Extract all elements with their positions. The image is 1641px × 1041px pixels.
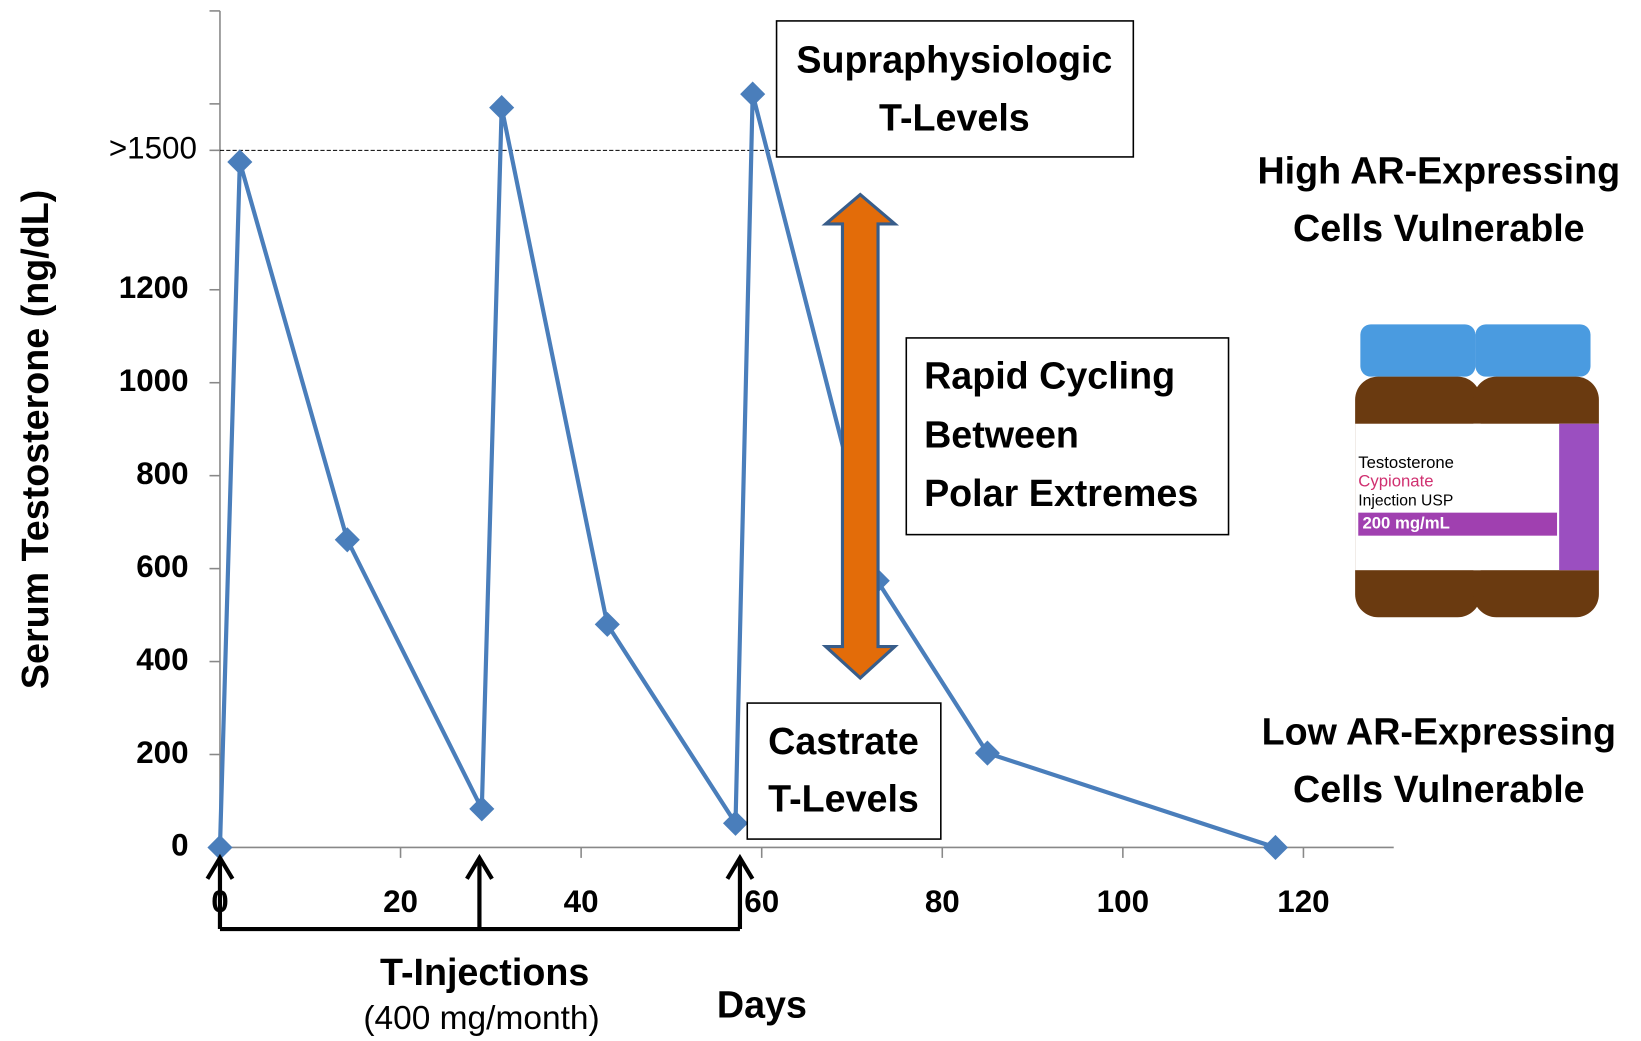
y-axis-label: Serum Testosterone (ng/dL) <box>14 190 56 689</box>
data-point <box>594 611 620 637</box>
data-point <box>1262 834 1289 861</box>
data-point <box>227 149 253 175</box>
data-point <box>489 95 515 121</box>
annotation: Between <box>924 413 1079 455</box>
vial-text: 200 mg/mL <box>1362 514 1449 533</box>
y-tick-label: 800 <box>136 456 188 491</box>
annotation-box <box>775 20 1135 158</box>
annotation: Rapid Cycling <box>924 355 1175 397</box>
injection-bracket <box>205 853 755 932</box>
vial-text: Cypionate <box>1358 472 1433 491</box>
x-tick-label: 120 <box>1277 884 1329 919</box>
annotation: T-Levels <box>768 777 919 819</box>
x-axis-label: Days <box>717 983 807 1025</box>
y-tick-label: 200 <box>136 735 188 770</box>
annotation: Polar Extremes <box>924 472 1198 514</box>
annotation: Supraphysiologic <box>796 39 1112 81</box>
x-tick-label: 20 <box>383 884 418 919</box>
data-point <box>469 796 495 822</box>
y-tick-label: 0 <box>171 828 188 863</box>
data-point <box>740 81 766 107</box>
y-tick-label: 600 <box>136 549 188 584</box>
y-tick-label: 400 <box>136 642 188 677</box>
annotation: (400 mg/month) <box>363 1000 599 1037</box>
y-tick-label: 1200 <box>119 270 189 305</box>
vial-image: Testosterone Cypionate Injection USP 200… <box>1355 324 1599 618</box>
annotation-box <box>746 702 942 840</box>
annotation: T-Levels <box>879 96 1030 138</box>
annotation: Castrate <box>768 720 919 762</box>
annotation: Cells Vulnerable <box>1293 768 1585 810</box>
range-arrow <box>821 192 900 681</box>
x-tick-label: 80 <box>925 884 960 919</box>
annotation: High AR-Expressing <box>1257 150 1620 192</box>
annotation: Low AR-Expressing <box>1262 710 1616 752</box>
x-tick-label: 60 <box>744 884 779 919</box>
y-tick-label: 1000 <box>119 363 189 398</box>
data-point <box>207 834 233 861</box>
vial-text: Testosterone <box>1358 453 1454 472</box>
annotation-box <box>905 337 1230 536</box>
x-tick-label: 100 <box>1097 884 1149 919</box>
y-tick-label: >1500 <box>109 131 197 166</box>
data-point <box>334 527 360 553</box>
data-point <box>722 810 749 836</box>
vial-text: Injection USP <box>1358 492 1453 509</box>
annotation: Cells Vulnerable <box>1293 207 1585 249</box>
x-tick-label: 40 <box>564 884 599 919</box>
data-point <box>974 740 1000 766</box>
annotation: T-Injections <box>380 951 589 993</box>
